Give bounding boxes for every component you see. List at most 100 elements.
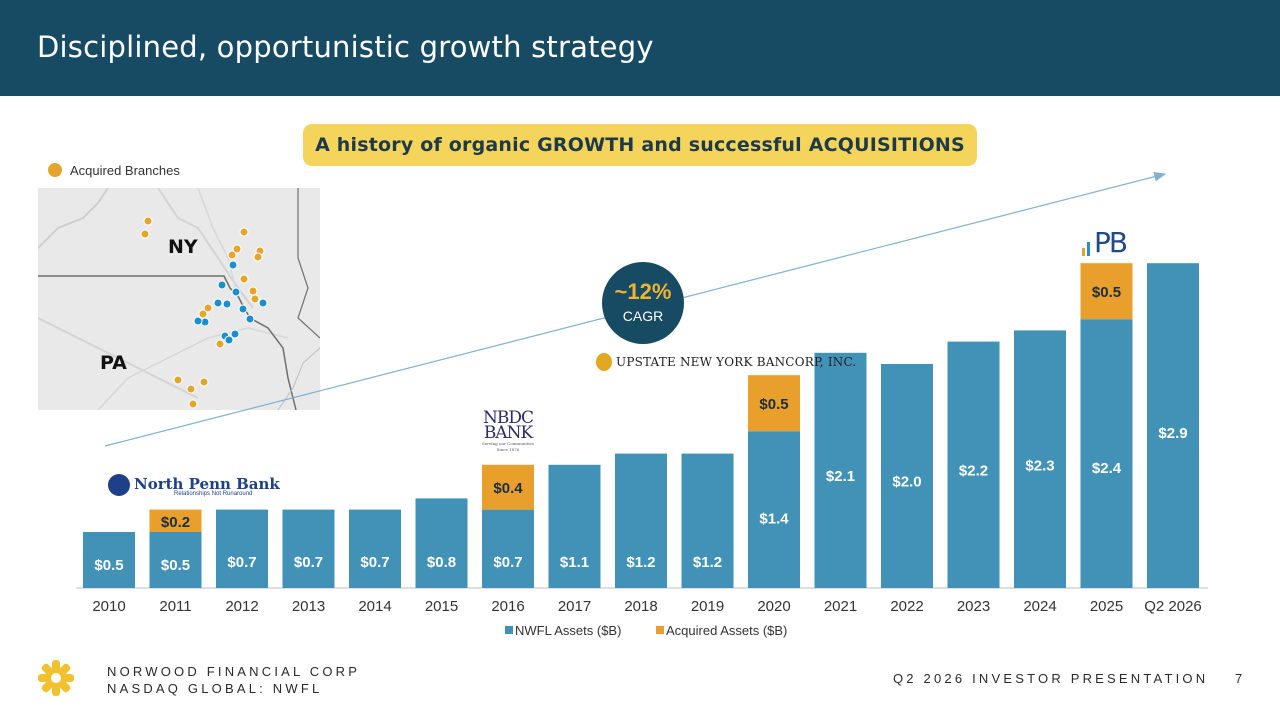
bar-label-acquired: $0.2 [161, 514, 190, 531]
x-tick-label: 2018 [624, 598, 657, 615]
bar-nwfl-Q2-2026 [1147, 263, 1199, 588]
acquired-branch-marker [215, 339, 225, 349]
x-tick-label: 2022 [890, 598, 923, 615]
bar-label-acquired: $0.4 [493, 480, 523, 497]
bar-nwfl-2017 [548, 464, 601, 588]
footer-company-name: NORWOOD FINANCIAL CORP [107, 664, 361, 679]
bar-nwfl-2019 [681, 453, 734, 588]
bar-nwfl-2024 [1014, 330, 1066, 588]
bar-nwfl-2023 [947, 341, 1000, 588]
acquired-branch-marker [143, 216, 153, 226]
acquired-branch-marker [203, 303, 213, 313]
x-tick-label: 2019 [691, 598, 724, 615]
bar-nwfl-2025 [1080, 319, 1133, 588]
acquired-branch-marker [188, 399, 198, 409]
existing-branch-marker [228, 260, 238, 270]
acquired-branch-legend-dot [48, 163, 62, 177]
footer-ticker: NASDAQ GLOBAL: NWFL [107, 681, 323, 696]
existing-branch-marker [231, 287, 241, 297]
footer-presentation-title: Q2 2026 INVESTOR PRESENTATION [893, 671, 1209, 686]
existing-branch-marker [258, 298, 268, 308]
existing-branch-marker [238, 304, 248, 314]
acquired-branch-marker [173, 375, 183, 385]
bar-label-nwfl: $0.5 [94, 557, 123, 574]
norwood-logo-icon [36, 658, 76, 698]
branch-map: NY PA [38, 188, 320, 410]
upstate-name: UPSTATE NEW YORK BANCORP, INC. [616, 355, 857, 369]
bar-nwfl-2011 [149, 532, 202, 588]
bar-acquired-2011 [149, 509, 202, 532]
acquired-branch-marker [239, 227, 249, 237]
bar-nwfl-2016 [482, 509, 534, 588]
bar-label-nwfl: $2.3 [1025, 457, 1054, 474]
bar-label-nwfl: $1.1 [560, 554, 589, 571]
north-penn-name: North Penn Bank [134, 475, 280, 493]
nbdc-line2: BANK [483, 423, 533, 443]
bar-label-nwfl: $2.2 [959, 463, 988, 480]
state-label-ny: NY [168, 236, 198, 258]
acquired-branch-marker [227, 250, 237, 260]
bar-nwfl-2020 [748, 431, 800, 588]
acquired-branch-marker [239, 274, 249, 284]
cagr-badge: ~12% CAGR [602, 262, 684, 344]
bar-label-nwfl: $1.4 [759, 510, 789, 527]
page-number: 7 [1235, 671, 1243, 686]
existing-branch-marker [222, 299, 232, 309]
existing-branch-marker [213, 298, 223, 308]
x-tick-label: 2014 [358, 598, 391, 615]
bar-nwfl-2018 [615, 453, 667, 588]
footer-company: NORWOOD FINANCIAL CORP NASDAQ GLOBAL: NW… [107, 663, 360, 697]
bar-nwfl-2021 [814, 352, 867, 588]
bar-label-nwfl: $1.2 [626, 554, 655, 571]
acquired-branch-marker [199, 377, 209, 387]
x-tick-label: 2010 [92, 598, 125, 615]
x-tick-label: 2021 [824, 598, 857, 615]
bar-nwfl-2022 [881, 364, 933, 588]
existing-branch-marker [224, 335, 234, 345]
state-border [38, 275, 297, 410]
legend-label: Acquired Assets ($B) [666, 623, 787, 638]
legend-swatch [656, 626, 664, 634]
bar-label-nwfl: $0.5 [161, 557, 190, 574]
map-legend-label: Acquired Branches [70, 163, 180, 178]
bar-nwfl-2013 [282, 509, 335, 588]
bar-label-nwfl: $2.9 [1158, 425, 1187, 442]
bar-acquired-2025 [1080, 263, 1133, 320]
header-bar: Disciplined, opportunistic growth strate… [0, 0, 1280, 96]
upstate-emblem-icon [596, 353, 612, 371]
x-tick-label: 2017 [558, 598, 591, 615]
north-penn-tagline: Relationships Not Runaround [174, 491, 253, 497]
existing-branch-marker [245, 314, 255, 324]
pb-logo: PB [1080, 226, 1140, 259]
bar-label-nwfl: $2.1 [826, 468, 855, 485]
nbdc-bank-logo: NBDC BANK Serving our Communities Since … [476, 410, 540, 453]
acquired-branch-marker [253, 252, 263, 262]
cagr-value: ~12% [614, 279, 672, 304]
x-tick-label: 2015 [425, 598, 458, 615]
acquired-branch-marker [186, 384, 196, 394]
x-tick-label: Q2 2026 [1144, 598, 1202, 615]
headline-banner: A history of organic GROWTH and successf… [303, 124, 977, 166]
map-legend: Acquired Branches [48, 163, 180, 178]
legend-label: NWFL Assets ($B) [515, 623, 621, 638]
nbdc-tagline: Serving our Communities Since 1876 [482, 441, 534, 452]
x-tick-label: 2012 [225, 598, 258, 615]
existing-branch-marker [230, 329, 240, 339]
x-tick-label: 2025 [1090, 598, 1123, 615]
x-tick-label: 2024 [1023, 598, 1056, 615]
bar-label-nwfl: $2.4 [1092, 460, 1122, 477]
bar-label-nwfl: $2.0 [892, 473, 921, 490]
bar-label-nwfl: $0.8 [427, 554, 456, 571]
acquired-branch-marker [250, 294, 260, 304]
existing-branch-marker [193, 316, 203, 326]
north-penn-bank-logo: North Penn Bank Relationships Not Runaro… [108, 474, 280, 500]
bar-acquired-2020 [748, 375, 800, 432]
branch-map-graphic [38, 188, 320, 410]
bar-nwfl-2012 [216, 509, 268, 588]
x-tick-label: 2023 [957, 598, 990, 615]
existing-branch-marker [217, 280, 227, 290]
bar-nwfl-2014 [349, 509, 401, 588]
bar-nwfl-2010 [83, 532, 135, 588]
bar-acquired-2016 [482, 464, 534, 510]
bar-nwfl-2015 [415, 498, 468, 588]
